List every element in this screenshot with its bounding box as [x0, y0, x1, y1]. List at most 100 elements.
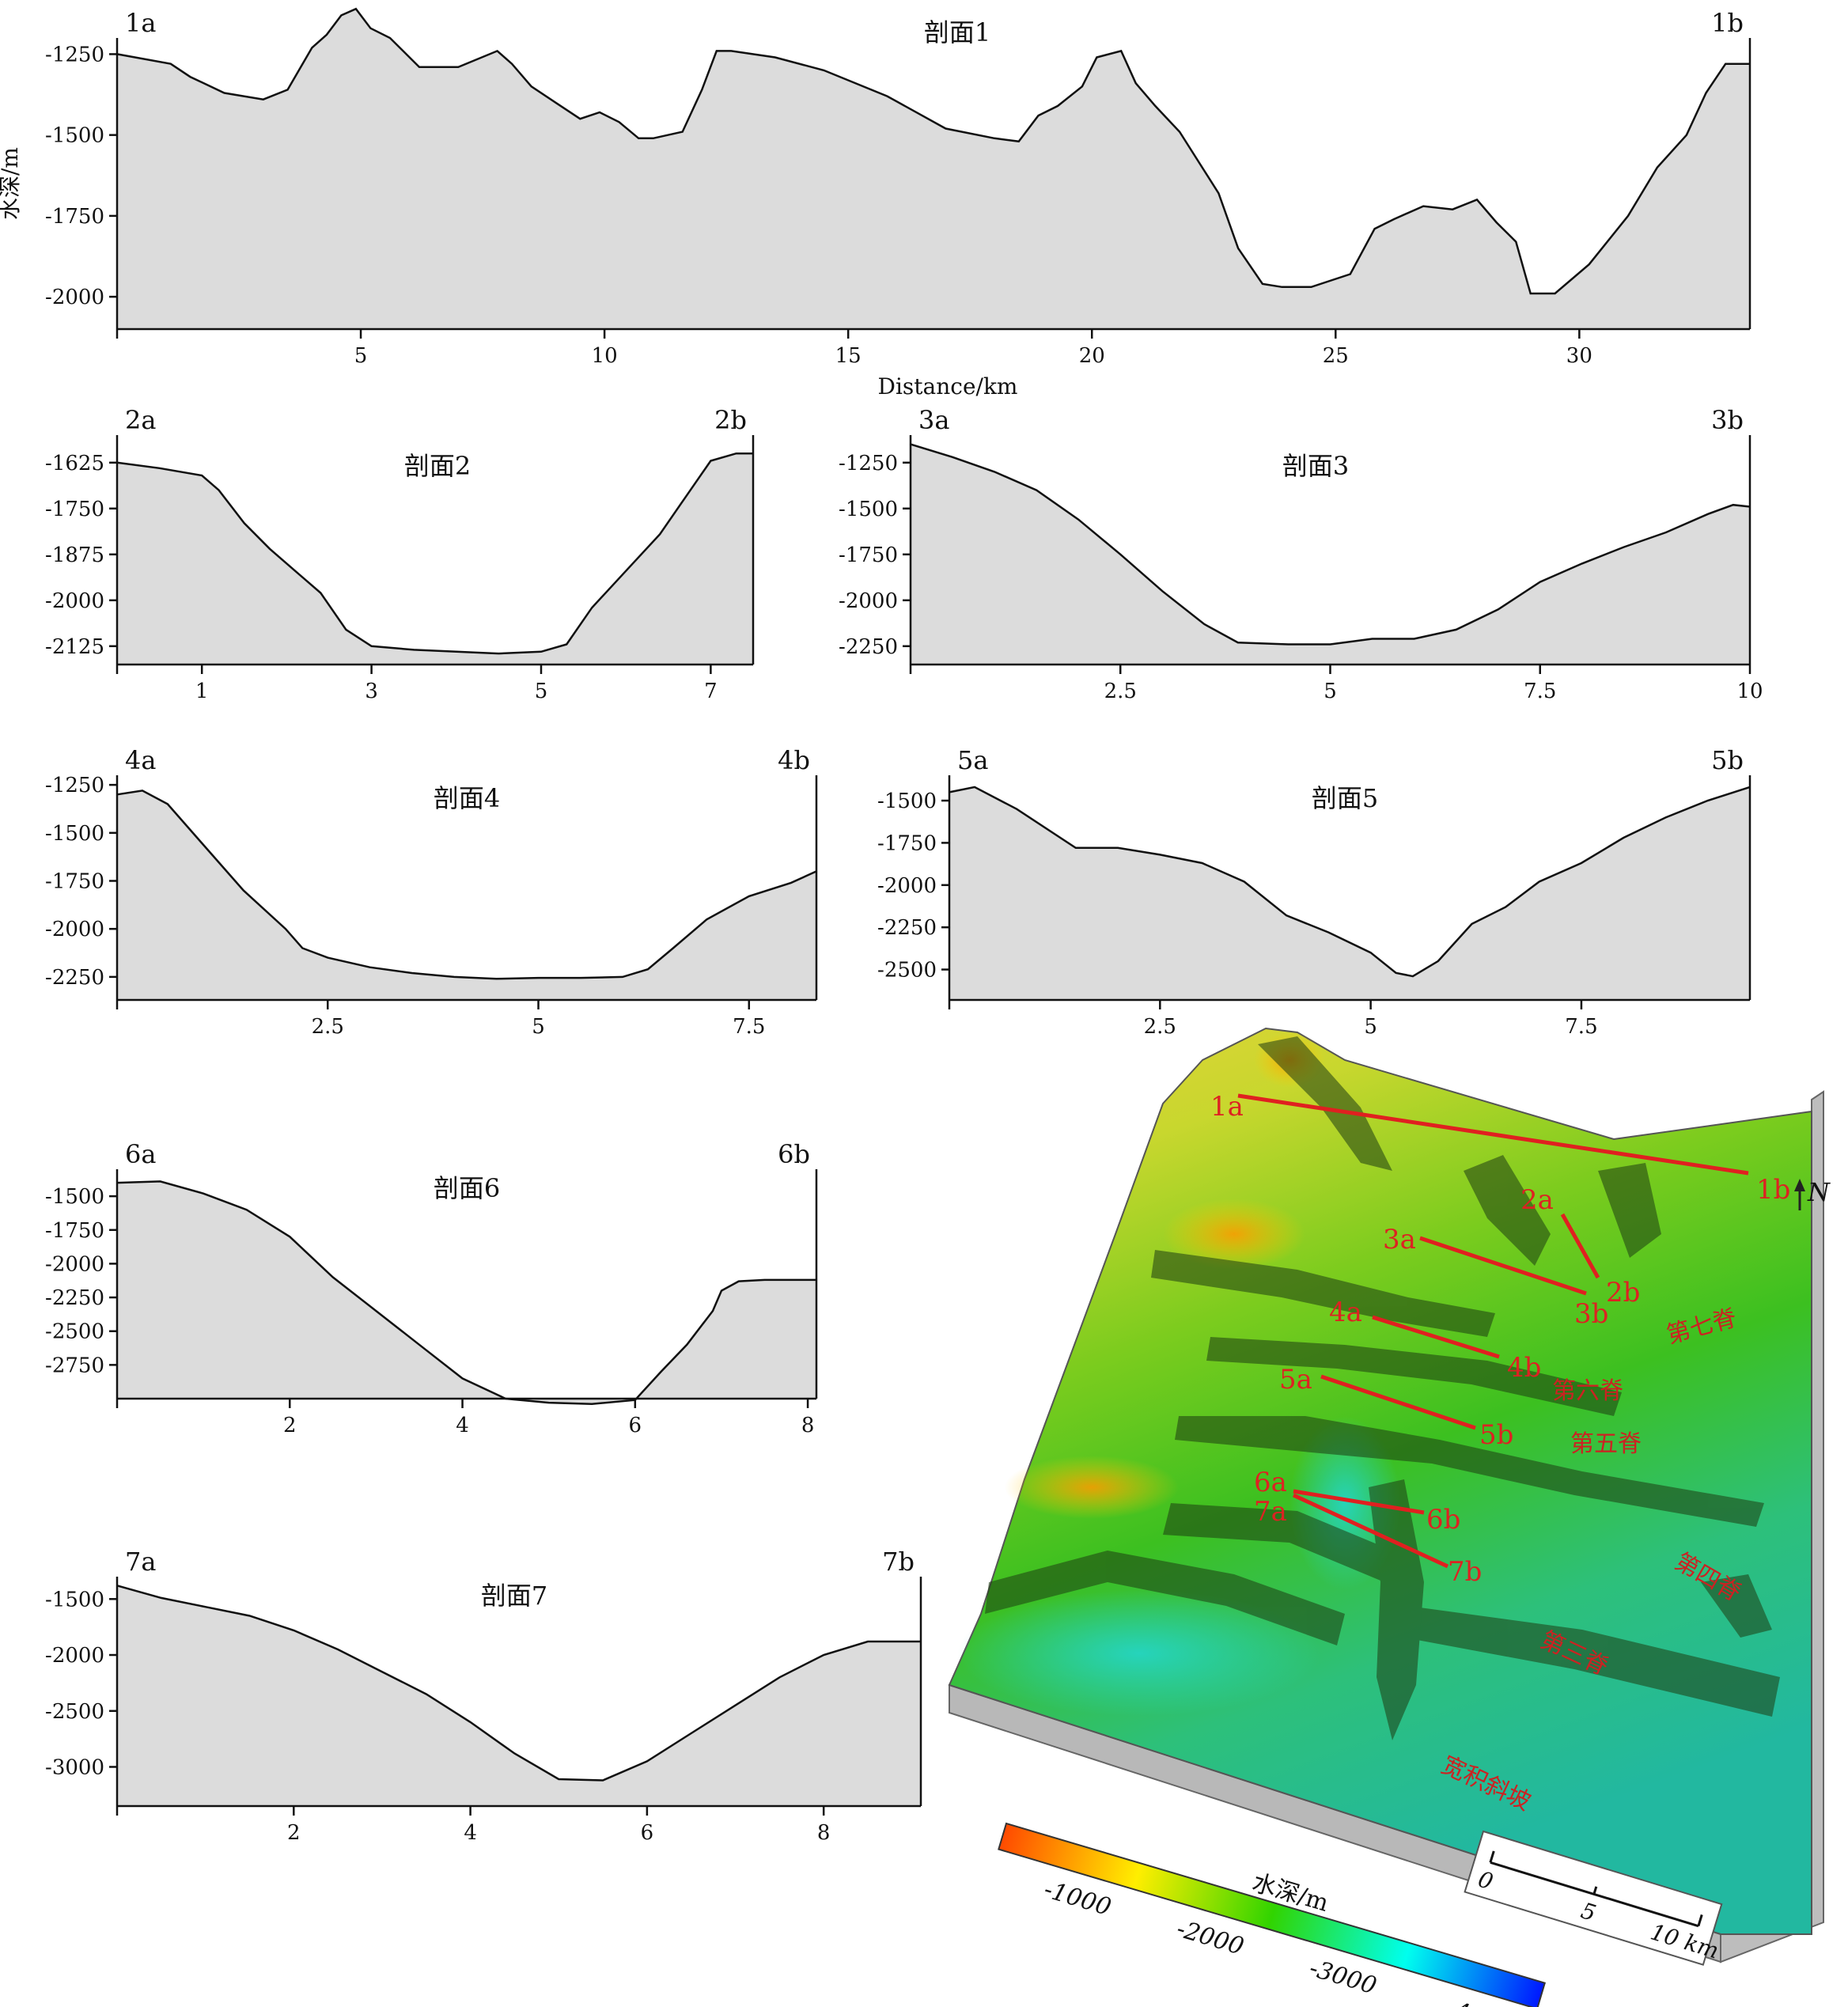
profile-line [116, 452, 753, 655]
map-line-label: 2b [1606, 1277, 1640, 1308]
map-profile-line-5 [1320, 1374, 1476, 1430]
profile-end-label: 4b [778, 745, 810, 775]
y-tick-label: -2000 [877, 874, 937, 898]
x-tick-label: 8 [817, 1821, 831, 1845]
profile-title: 剖面7 [481, 1581, 547, 1611]
x-tick-label: 6 [629, 1414, 642, 1437]
x-tick-label: 7.5 [1524, 680, 1556, 703]
x-tick-label: 7.5 [733, 1015, 765, 1039]
y-tick-label: -2250 [839, 635, 898, 659]
map-profile-line-2 [1560, 1213, 1600, 1279]
x-tick-label: 15 [835, 344, 862, 368]
colorbar-tick-label: -3000 [1306, 1954, 1380, 2000]
map-line-label: 4b [1507, 1352, 1541, 1384]
map-profile-lines [1237, 1093, 1749, 1569]
x-tick-label: 20 [1079, 344, 1105, 368]
y-tick-label: -3000 [45, 1755, 104, 1779]
y-tick-label: -1750 [877, 831, 937, 855]
y-tick-label: -1625 [45, 452, 104, 475]
map-line-label: 6a [1254, 1467, 1287, 1498]
x-tick-label: 6 [641, 1821, 654, 1845]
profile-end-label: 6b [778, 1139, 810, 1169]
map-ridge-label: 第五脊 [1570, 1430, 1642, 1458]
x-tick-label: 5 [532, 1015, 545, 1039]
y-tick-label: -1250 [45, 774, 104, 797]
y-tick-label: -2000 [45, 286, 104, 309]
y-tick-label: -2000 [45, 1644, 104, 1668]
x-tick-label: 5 [1364, 1015, 1377, 1039]
map-line-label: 2a [1520, 1184, 1554, 1216]
x-axis-label: Distance/km [878, 373, 1018, 400]
profile-area [117, 1585, 921, 1806]
y-tick-label: -2250 [45, 966, 104, 990]
map-line-label: 1b [1756, 1174, 1790, 1206]
profile-title: 剖面2 [404, 451, 471, 481]
x-tick-label: 2.5 [312, 1015, 344, 1039]
profile-line [116, 1585, 921, 1782]
x-tick-label: 30 [1566, 344, 1592, 368]
map-profile-line-4 [1372, 1315, 1500, 1359]
y-tick-label: -2000 [45, 918, 104, 941]
y-tick-label: -1750 [45, 498, 104, 521]
map-shallow-area [1005, 1456, 1179, 1519]
map-line-labels: 1a 1b 2a 2b 3a 3b 4a 4b 5a 5b 6a 6b 7a 7b [1210, 1091, 1790, 1588]
profile-chart-4: 2.5 5 7.5 -1250 -1500 -1750 -2000 -2250 4a 4b 剖面4 [45, 745, 818, 1039]
map-ridge-label: 第六脊 [1552, 1377, 1623, 1405]
profile-start-label: 1a [125, 8, 156, 38]
map-profile-line-3 [1419, 1236, 1587, 1296]
y-tick-label: -2500 [877, 959, 937, 983]
profile-start-label: 4a [125, 745, 156, 775]
profile-line [949, 786, 1751, 978]
y-tick-label: -2750 [45, 1354, 104, 1377]
map-line-label: 7a [1254, 1496, 1287, 1528]
profile-chart-7: 2 4 6 8 -1500 -2000 -2500 -3000 7a 7b 剖面7 [45, 1547, 922, 1845]
profile-line [910, 443, 1751, 646]
profile-line [116, 790, 817, 980]
y-tick-label: -2000 [45, 589, 104, 613]
x-tick-label: 10 [1736, 680, 1763, 703]
x-tick-label: 8 [801, 1414, 815, 1437]
y-tick-label: -2250 [877, 916, 937, 940]
x-tick-label: 1 [195, 680, 209, 703]
scale-bar: 0 5 10 km [1464, 1830, 1723, 1966]
x-tick-label: 10 [592, 344, 618, 368]
x-tick-label: 2 [287, 1821, 301, 1845]
map-line-label: 6b [1426, 1504, 1460, 1536]
y-tick-label: -1500 [45, 822, 104, 846]
profile-chart-2: 1 3 5 7 -1625 -1750 -1875 -2000 -2125 2a 2b 剖面2 [45, 405, 755, 703]
profile-line [116, 1180, 816, 1406]
y-tick-label: -1500 [45, 1588, 104, 1611]
map-shallow-area [1163, 1199, 1305, 1270]
map-line-label: 4a [1329, 1297, 1362, 1328]
map-deep-area [957, 1590, 1321, 1717]
y-tick-label: -1500 [877, 790, 937, 813]
profile-area [117, 790, 816, 1000]
map-line-label: 5b [1479, 1419, 1513, 1451]
map-line-label: 3a [1383, 1224, 1416, 1255]
profile-line [116, 7, 1750, 295]
map-profile-line-1 [1237, 1093, 1749, 1176]
profile-area [117, 9, 1750, 329]
colorbar-tick-label: -1000 [1041, 1876, 1115, 1922]
profile-title: 剖面1 [924, 17, 990, 47]
y-tick-label: -1875 [45, 543, 104, 567]
x-tick-label: 2.5 [1104, 680, 1137, 703]
map-profile-line-7 [1292, 1493, 1449, 1569]
profile-chart-1: 5 10 15 20 25 30 -1250 -1500 -1750 -2000 1a 1b 剖面1 Di… [0, 7, 1751, 400]
map-line-label: 7b [1448, 1556, 1482, 1588]
y-tick-label: -2125 [45, 635, 104, 659]
profile-title: 剖面3 [1282, 451, 1349, 481]
north-arrow: N [1794, 1177, 1831, 1210]
profile-area [949, 786, 1750, 1000]
profile-start-label: 2a [125, 405, 156, 435]
y-tick-label: -1500 [839, 498, 898, 521]
x-tick-label: 4 [464, 1821, 477, 1845]
profile-end-label: 2b [714, 405, 747, 435]
y-tick-label: -1750 [45, 870, 104, 894]
profile-end-label: 5b [1711, 745, 1744, 775]
profile-start-label: 7a [125, 1547, 156, 1577]
x-tick-label: 7 [704, 680, 718, 703]
y-tick-label: -1750 [45, 1219, 104, 1243]
